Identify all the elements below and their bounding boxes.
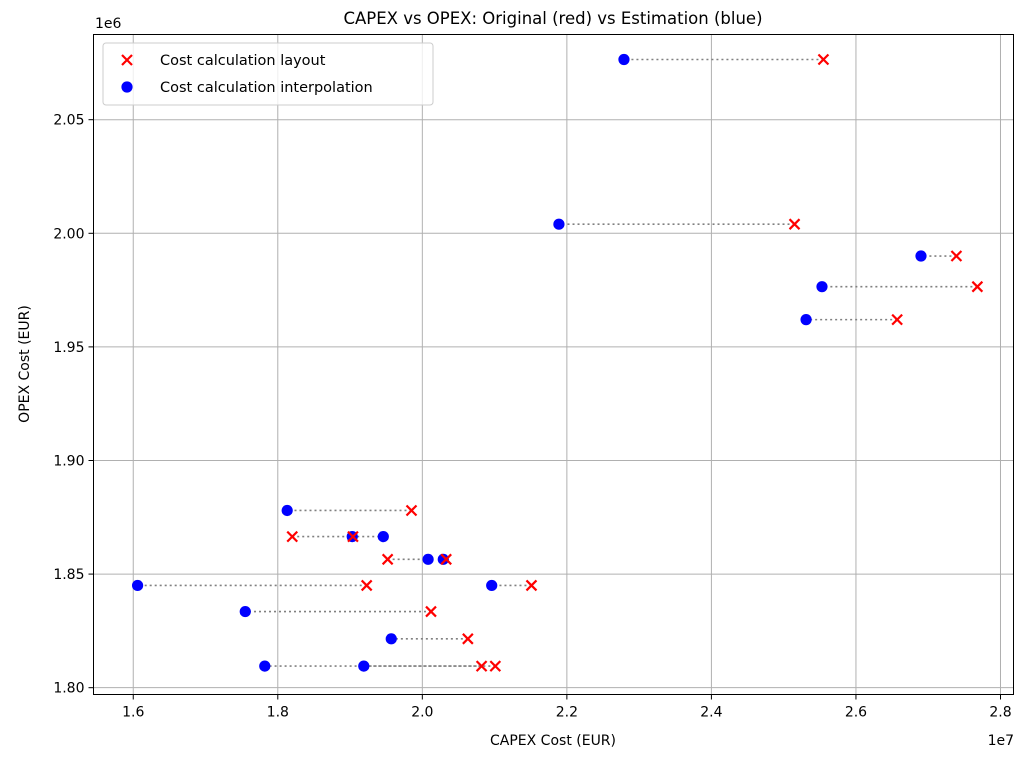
layout-point [788, 218, 801, 230]
layout-point-stroke [971, 280, 984, 293]
layout-point [347, 530, 359, 543]
x-tick-label: 2.8 [989, 705, 1011, 721]
layout-point [462, 633, 474, 645]
plot-area-frame [93, 34, 1014, 695]
interpolation-point [259, 660, 271, 672]
legend-marker-interpolation [121, 81, 133, 93]
interpolation-point [131, 579, 144, 592]
layout-point-stroke [286, 530, 299, 543]
layout-point-stroke [381, 553, 394, 566]
layout-point-stroke [405, 504, 418, 517]
interpolation-point [281, 504, 293, 517]
layout-point-stroke [817, 53, 830, 66]
y-tick-label: 2.05 [53, 113, 84, 129]
layout-point [891, 313, 903, 326]
x-tick-label: 1.6 [122, 705, 144, 721]
layout-point [475, 660, 488, 672]
x-tick-label: 1.8 [267, 705, 289, 721]
interpolation-point [915, 250, 927, 262]
y-tick-label: 1.85 [53, 567, 84, 583]
layout-point [525, 579, 538, 592]
interpolation-point [239, 605, 251, 618]
y-tick-label: 1.90 [53, 453, 84, 469]
legend-label-interpolation: Cost calculation interpolation [160, 80, 373, 96]
axis-ticks: 1.6 1.8 2.0 2.2 2.4 2.6 2.8 1.80 1.85 1.90 1.95 2.0… [53, 113, 1011, 721]
interpolation-point [377, 530, 389, 543]
interpolation-point [553, 218, 565, 230]
y-tick-label: 1.95 [53, 340, 84, 356]
legend-marker-layout [121, 54, 133, 66]
layout-point-stroke [360, 579, 373, 592]
interpolation-point [385, 633, 397, 645]
legend-label-layout: Cost calculation layout [160, 53, 326, 69]
y-tick-label: 1.80 [53, 681, 84, 697]
y-tick-label: 2.00 [53, 226, 84, 242]
layout-point [489, 660, 502, 672]
legend: Cost calculation layout Cost calculation… [102, 42, 434, 106]
x-offset-text: 1e7 [988, 733, 1014, 749]
layout-point-stroke [475, 660, 488, 672]
layout-point [405, 504, 418, 517]
data-markers [131, 53, 984, 672]
layout-point-stroke [788, 218, 801, 230]
interpolation-point [422, 553, 434, 565]
layout-point-stroke [440, 553, 452, 566]
interpolation-point [618, 53, 630, 66]
layout-point [286, 530, 299, 543]
layout-point [950, 250, 963, 262]
x-tick-label: 2.4 [700, 705, 722, 721]
layout-point-stroke [891, 313, 903, 326]
y-axis-label: OPEX Cost (EUR) [17, 305, 33, 423]
pair-connector-lines [137, 58, 978, 667]
layout-point [425, 605, 437, 618]
layout-point [360, 579, 373, 592]
layout-point-stroke [950, 250, 963, 262]
layout-point-stroke [525, 579, 538, 592]
layout-point-stroke [347, 530, 359, 543]
layout-point-stroke [425, 605, 437, 618]
interpolation-point [358, 660, 370, 672]
layout-point-stroke [462, 633, 474, 645]
y-offset-text: 1e6 [95, 16, 122, 32]
interpolation-point [816, 281, 828, 293]
layout-point [440, 553, 452, 566]
x-axis-label: CAPEX Cost (EUR) [490, 733, 616, 749]
layout-point [381, 553, 394, 566]
legend-box [102, 42, 434, 106]
grid-lines [93, 34, 1014, 695]
layout-point [817, 53, 830, 66]
interpolation-point [486, 579, 498, 592]
interpolation-point [437, 553, 449, 565]
chart-title: CAPEX vs OPEX: Original (red) vs Estimat… [343, 9, 762, 28]
x-tick-label: 2.6 [845, 705, 867, 721]
layout-point [971, 280, 984, 293]
x-tick-label: 2.0 [411, 705, 433, 721]
x-tick-label: 2.2 [556, 705, 578, 721]
layout-point-stroke [489, 660, 502, 672]
interpolation-point [800, 314, 812, 326]
